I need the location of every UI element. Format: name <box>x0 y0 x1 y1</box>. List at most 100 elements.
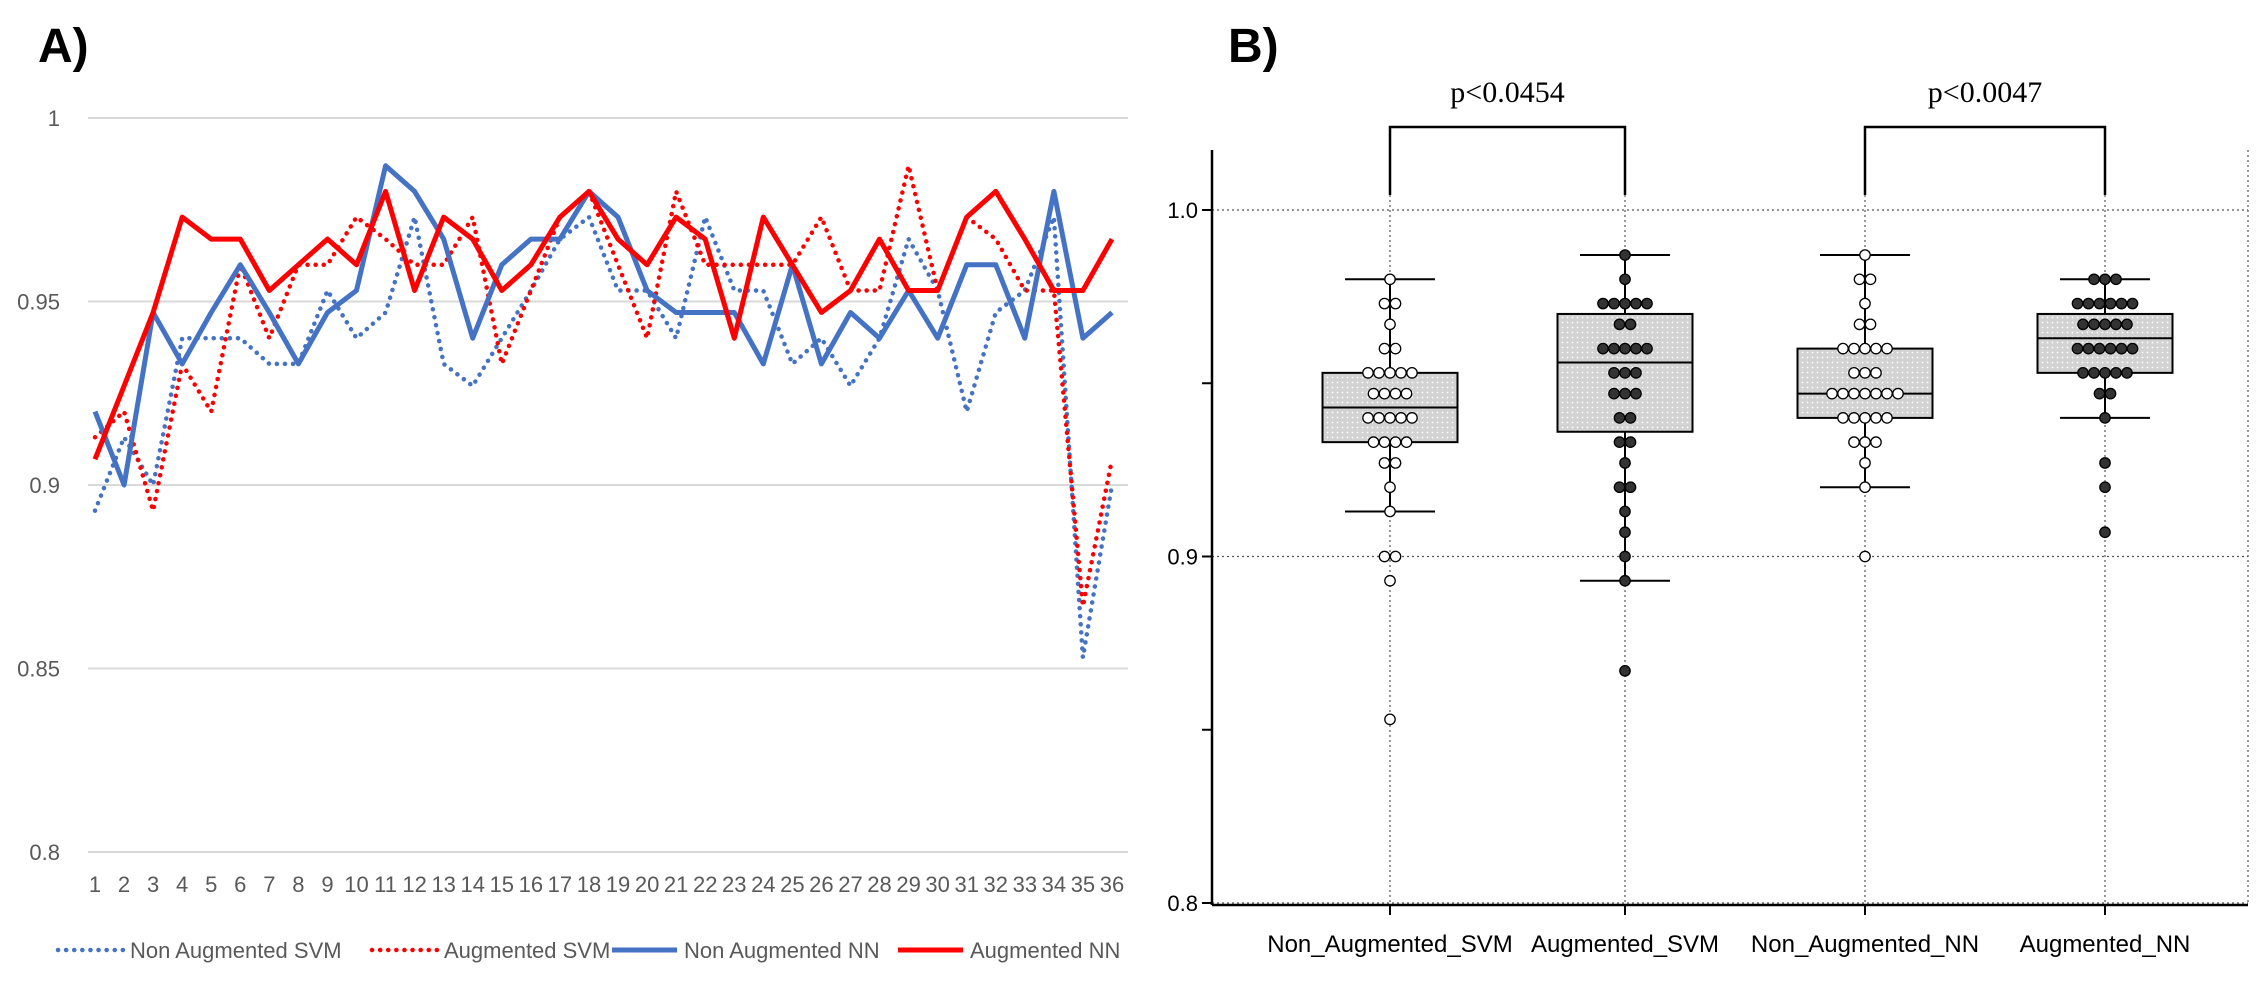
data-point <box>1400 387 1413 400</box>
x-tick-label: 33 <box>1013 872 1037 897</box>
data-point <box>1859 550 1871 563</box>
data-point <box>1630 367 1642 379</box>
data-point <box>1641 297 1653 310</box>
x-tick-label: 3 <box>147 872 159 897</box>
data-point <box>2082 342 2095 355</box>
legend-label: Augmented NN <box>970 938 1120 963</box>
data-point <box>1630 342 1642 355</box>
data-point <box>1384 505 1396 518</box>
x-tick-label: Non_Augmented_SVM <box>1267 931 1512 958</box>
x-tick-label: 15 <box>490 872 514 897</box>
x-tick-label: Non_Augmented_NN <box>1751 931 1979 958</box>
data-point <box>1870 412 1882 424</box>
data-point <box>2121 367 2133 379</box>
data-point <box>1624 481 1637 494</box>
data-point <box>1406 367 1418 379</box>
data-point <box>1837 412 1849 424</box>
data-point <box>2099 481 2111 494</box>
legend-label: Non Augmented SVM <box>130 938 342 963</box>
data-point <box>1384 318 1396 331</box>
data-point <box>2071 297 2084 310</box>
data-point <box>1367 387 1380 400</box>
data-point <box>1870 436 1882 449</box>
data-point <box>1378 550 1391 563</box>
iqr-box <box>1796 347 1934 419</box>
x-tick-label: 34 <box>1042 872 1066 897</box>
data-point <box>1384 574 1396 587</box>
data-point <box>2104 387 2117 400</box>
data-point <box>1389 436 1402 449</box>
x-tick-label: 8 <box>292 872 304 897</box>
data-point <box>1848 412 1860 424</box>
data-point <box>1826 387 1838 400</box>
data-point <box>1624 412 1637 424</box>
significance-bracket <box>1863 125 2107 195</box>
x-tick-label: 10 <box>344 872 368 897</box>
data-point <box>2110 318 2122 331</box>
data-point <box>1859 367 1871 379</box>
x-tick-label: 17 <box>548 872 572 897</box>
data-point <box>1853 318 1866 331</box>
data-point <box>2093 387 2106 400</box>
x-tick-label: Augmented_SVM <box>1531 931 1719 958</box>
data-point <box>1608 297 1620 310</box>
data-point <box>2099 367 2111 379</box>
x-tick-label: 21 <box>664 872 688 897</box>
data-point <box>1624 318 1637 331</box>
series-line-augmented-nn <box>92 188 1115 461</box>
box-augmented-svm <box>1556 249 1694 677</box>
x-tick-label: 32 <box>984 872 1008 897</box>
data-point <box>1608 367 1620 379</box>
data-point <box>1608 387 1620 400</box>
data-point <box>1853 273 1866 286</box>
data-point <box>2110 273 2122 286</box>
data-point <box>1389 387 1402 400</box>
data-point <box>1384 367 1396 379</box>
panel-b-box-plot: 0.8 0.9 1.0 Non_Augmented_SVM Augmented_SVM N… <box>1167 76 2249 958</box>
data-point <box>1395 412 1407 424</box>
data-point <box>1378 342 1391 355</box>
data-point <box>1373 412 1385 424</box>
data-point <box>1619 367 1631 379</box>
data-point <box>1859 297 1871 310</box>
x-tick-label: 25 <box>780 872 804 897</box>
data-point <box>2126 342 2139 355</box>
data-point <box>1619 249 1631 261</box>
data-point <box>1859 387 1871 400</box>
x-tick-label: 1 <box>89 872 101 897</box>
data-point <box>2093 297 2106 310</box>
data-point <box>1378 457 1391 469</box>
data-point <box>1378 297 1391 310</box>
x-tick-label: 35 <box>1071 872 1095 897</box>
x-tick-label: 2 <box>118 872 130 897</box>
x-tick-label: 24 <box>751 872 775 897</box>
p-value-label: p<0.0454 <box>1450 76 1564 109</box>
data-point <box>1870 387 1882 400</box>
data-point <box>1859 249 1871 261</box>
x-tick-label: 9 <box>321 872 333 897</box>
data-point <box>1881 342 1893 355</box>
x-tick-label: 6 <box>234 872 246 897</box>
data-point <box>1881 412 1893 424</box>
data-point <box>1859 457 1871 469</box>
data-point <box>1608 342 1620 355</box>
data-point <box>1378 436 1391 449</box>
data-point <box>2099 412 2111 424</box>
data-point <box>1624 436 1637 449</box>
series-line-non-augmented-svm <box>92 214 1115 660</box>
x-tick-label: 5 <box>205 872 217 897</box>
series-line-non-augmented-nn <box>92 163 1114 488</box>
data-point <box>2115 342 2128 355</box>
y-tick-label: 0.8 <box>29 840 60 865</box>
data-point <box>1837 387 1849 400</box>
data-point <box>1400 436 1413 449</box>
x-tick-label: 30 <box>925 872 949 897</box>
x-tick-label: 31 <box>954 872 978 897</box>
data-point <box>2110 367 2122 379</box>
data-point <box>2088 273 2100 286</box>
data-point <box>1859 481 1871 494</box>
data-point <box>2115 297 2128 310</box>
data-point <box>1619 387 1631 400</box>
